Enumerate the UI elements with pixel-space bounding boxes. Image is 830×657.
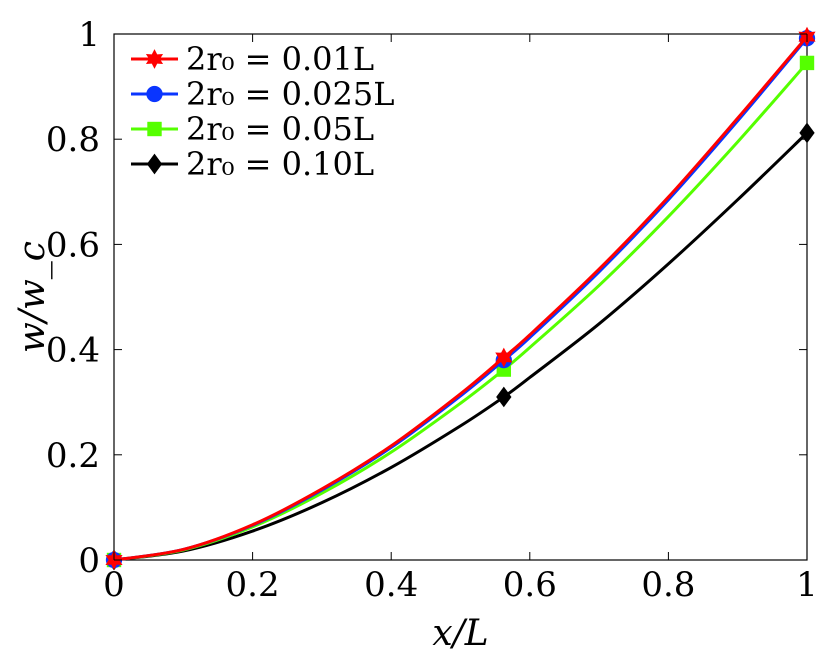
legend-marker — [146, 85, 163, 103]
legend-label: 2r₀ = 0.01L — [186, 40, 374, 78]
y-tick-label: 1 — [78, 15, 100, 55]
tick-layer: 0 0.2 0.4 0.6 0.8 1 0 0.2 0.4 0.6 0.8 1 — [46, 15, 818, 605]
x-tick-label: 0.4 — [364, 565, 418, 605]
y-axis-label: w/w_c — [12, 241, 53, 353]
series-4 — [106, 122, 815, 571]
legend-entry: 2r₀ = 0.10L — [131, 145, 374, 183]
legend-marker — [147, 121, 162, 137]
legend-entry: 2r₀ = 0.01L — [131, 40, 374, 78]
legend-label: 2r₀ = 0.05L — [186, 110, 374, 148]
data-point — [496, 386, 512, 408]
series-line — [113, 131, 809, 562]
x-tick-label: 0 — [103, 565, 125, 605]
legend-label: 2r₀ = 0.10L — [186, 145, 374, 183]
x-tick-label: 1 — [796, 565, 818, 605]
legend-marker — [145, 49, 164, 69]
x-tick-label: 0.6 — [503, 565, 557, 605]
data-point — [799, 55, 815, 71]
y-tick-label: 0.8 — [46, 120, 100, 160]
x-axis-label: x/L — [432, 613, 488, 654]
legend-label: 2r₀ = 0.025L — [186, 75, 395, 113]
y-tick-label: 0.6 — [46, 225, 100, 265]
plot-border — [113, 33, 808, 561]
legend-entry: 2r₀ = 0.025L — [131, 75, 395, 113]
data-point — [495, 347, 513, 368]
series-layer — [105, 26, 816, 571]
y-tick-label: 0.4 — [46, 331, 100, 371]
legend-entry: 2r₀ = 0.05L — [131, 110, 374, 148]
y-tick-label: 0.2 — [46, 436, 100, 476]
series-line — [113, 35, 809, 562]
x-tick-label: 0.8 — [641, 565, 695, 605]
x-tick-label: 0.2 — [226, 565, 280, 605]
legend-marker — [146, 153, 163, 175]
data-point — [799, 122, 815, 144]
plot-area — [113, 33, 808, 561]
y-tick-label: 0 — [78, 541, 100, 581]
